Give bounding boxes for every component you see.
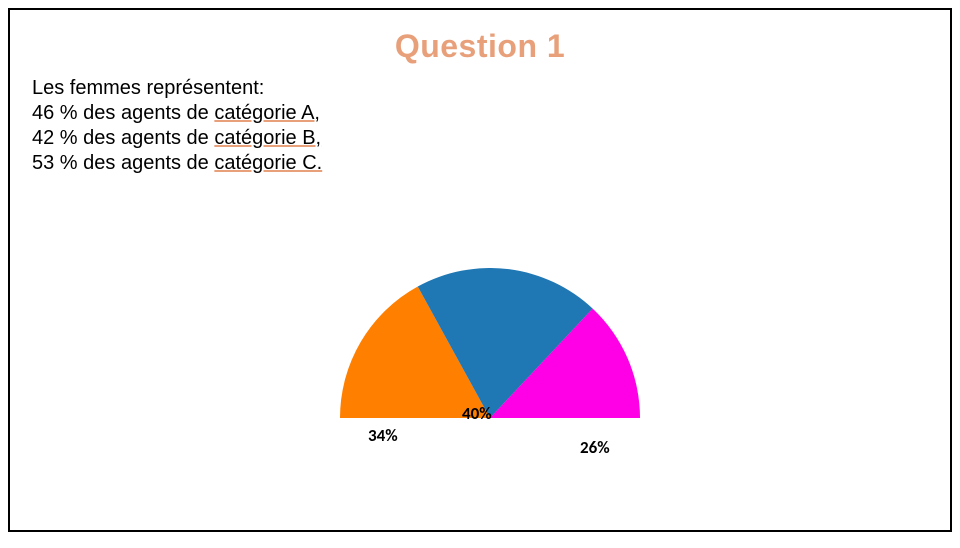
page-title: Question 1 — [10, 28, 950, 65]
chart-label-2: 26% — [580, 437, 610, 458]
body-line-1: 42 % des agents de catégorie B, — [32, 126, 322, 151]
slide-frame: Question 1 Les femmes représentent: 46 %… — [8, 8, 952, 532]
semi-pie-chart — [340, 268, 640, 418]
body-line-0-underlined: catégorie A, — [214, 102, 320, 124]
body-line-0: 46 % des agents de catégorie A, — [32, 101, 322, 126]
body-intro: Les femmes représentent: — [32, 76, 322, 101]
chart-label-0: 34% — [368, 425, 398, 446]
body-line-1-underlined: catégorie B, — [214, 127, 321, 149]
chart-label-1: 40% — [462, 403, 492, 424]
body-line-2: 53 % des agents de catégorie C. — [32, 151, 322, 176]
body-line-2-prefix: 53 % des agents de — [32, 152, 214, 174]
body-line-2-underlined: catégorie C. — [214, 152, 322, 174]
body-line-0-prefix: 46 % des agents de — [32, 102, 214, 124]
body-line-1-prefix: 42 % des agents de — [32, 127, 214, 149]
body-text-block: Les femmes représentent: 46 % des agents… — [32, 76, 322, 176]
